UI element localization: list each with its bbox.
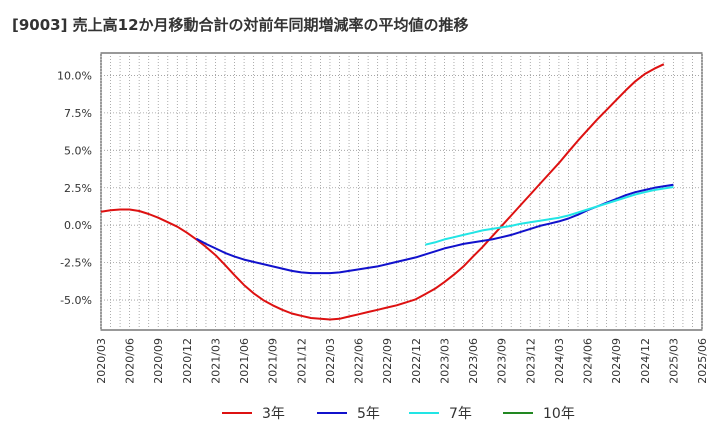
x-tick-label: 2024/03 [553, 338, 566, 384]
x-tick-label: 2021/06 [238, 338, 251, 384]
x-tick-label: 2023/03 [438, 338, 451, 384]
y-tick-label: -5.0% [60, 294, 92, 307]
x-tick-label: 2020/12 [181, 338, 194, 384]
plot-area [100, 52, 703, 331]
x-tick-label: 2022/06 [353, 338, 366, 384]
y-tick-label: 7.5% [64, 107, 92, 120]
y-tick-label: -2.5% [60, 257, 92, 270]
legend-label: 5年 [357, 406, 380, 422]
x-tick-label: 2023/06 [467, 338, 480, 384]
series-line [100, 63, 665, 321]
y-tick-label: 0.0% [64, 219, 92, 232]
legend-label: 10年 [543, 406, 575, 422]
chart-title: [9003] 売上高12か月移動合計の対前年同期増減率の平均値の推移 [12, 16, 469, 34]
x-tick-label: 2022/03 [324, 338, 337, 384]
x-tick-label: 2022/12 [410, 338, 423, 384]
x-tick-label: 2020/06 [124, 338, 137, 384]
x-tick-label: 2020/09 [152, 338, 165, 384]
x-tick-label: 2024/06 [582, 338, 595, 384]
x-tick-label: 2025/03 [667, 338, 680, 384]
x-tick-label: 2023/12 [524, 338, 537, 384]
series-line [425, 186, 674, 246]
x-tick-label: 2021/03 [209, 338, 222, 384]
x-tick-label: 2025/06 [696, 338, 709, 384]
legend-label: 3年 [262, 406, 285, 422]
x-tick-label: 2022/09 [381, 338, 394, 384]
x-tick-label: 2021/09 [267, 338, 280, 384]
x-tick-label: 2023/09 [496, 338, 509, 384]
x-tick-label: 2024/09 [610, 338, 623, 384]
legend-label: 7年 [449, 406, 472, 422]
x-tick-label: 2024/12 [639, 338, 652, 384]
x-tick-label: 2020/03 [95, 338, 108, 384]
x-tick-label: 2021/12 [295, 338, 308, 384]
y-tick-label: 5.0% [64, 144, 92, 157]
y-tick-label: 2.5% [64, 182, 92, 195]
y-tick-label: 10.0% [57, 69, 92, 82]
